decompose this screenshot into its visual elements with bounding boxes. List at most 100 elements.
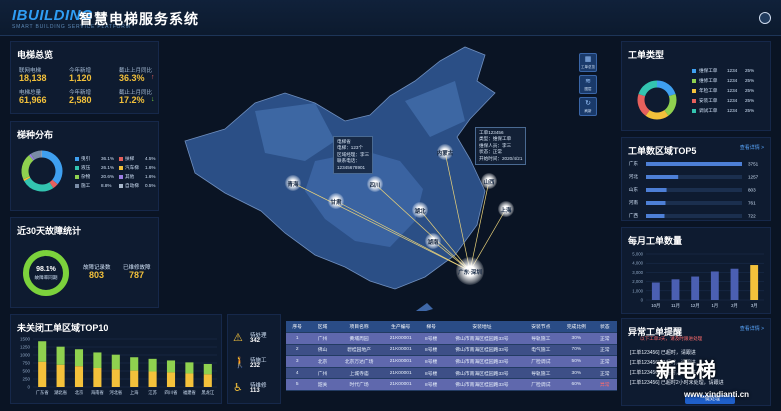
category-label: 广东	[629, 160, 639, 167]
map-marker-dot[interactable]	[328, 193, 344, 209]
tooltip-line: 开始时间：2020/4/21	[479, 155, 523, 161]
table-header-cell: 梯号	[420, 321, 443, 334]
pending-counts-panel: ⚠ 待处理 342 🚶 待施工 232 ♿ 待维修 113	[227, 314, 281, 404]
abnormal-more-link[interactable]: 查看详情 >	[739, 326, 764, 332]
bar	[56, 364, 65, 387]
x-tick-label: 广东省	[36, 389, 50, 396]
bar	[646, 201, 666, 205]
y-tick-label: 750	[22, 361, 30, 366]
category-label: 河北	[629, 173, 639, 180]
x-tick-label: 江苏	[148, 389, 157, 396]
map-marker-dot[interactable]	[285, 175, 301, 191]
bar-track	[646, 175, 742, 179]
x-tick-label: 海南省	[91, 389, 105, 396]
legend-name: 杂物	[81, 174, 91, 179]
user-avatar-icon[interactable]	[759, 12, 771, 24]
wheelchair-icon: ♿	[233, 382, 243, 394]
panel-title: 梯种分布	[17, 130, 54, 140]
bar	[646, 188, 667, 192]
map-marker-dot[interactable]	[412, 202, 428, 218]
panel-title: 电梯总览	[17, 50, 54, 60]
panel-title: 未关闭工单区域TOP10	[17, 323, 109, 333]
overview-icon: ▦	[584, 56, 592, 63]
region-top5-more-link[interactable]: 查看详情 >	[739, 145, 764, 151]
table-cell: 导轨施工	[521, 367, 561, 380]
table-cell: 8号楼	[420, 344, 443, 357]
legend-swatch	[119, 184, 123, 188]
legend-pct: 25%	[745, 68, 755, 73]
map-marker-dot[interactable]	[498, 201, 514, 217]
tooltip-line: 状态：正常	[479, 149, 502, 155]
table-header-cell: 区域	[308, 321, 337, 334]
fault-rate-value: 98.1%	[36, 266, 56, 273]
x-tick-label: 福建省	[183, 389, 197, 396]
legend-swatch	[119, 175, 123, 179]
one-click-handle-button[interactable]: 一键处理	[685, 395, 735, 404]
refresh-icon: ↻	[585, 100, 591, 107]
map-marker-dot[interactable]	[481, 173, 497, 189]
table-header-cell: 安装节点	[521, 321, 561, 334]
overview-icon-button[interactable]: ▦ 工单总览	[579, 53, 597, 72]
overview-value: 61,966	[19, 95, 47, 105]
map-connection-lines	[292, 151, 507, 272]
y-tick-label: 1250	[20, 345, 31, 350]
overview-value: 18,138	[19, 73, 47, 83]
legend-value: 1234	[727, 78, 738, 83]
map-tool-label: 刷新	[584, 109, 592, 113]
map-marker-dot[interactable]	[437, 144, 453, 160]
bar-top	[56, 346, 65, 365]
map-marker-dot[interactable]	[367, 176, 383, 192]
bar-top	[166, 360, 176, 373]
y-tick-label: 250	[22, 377, 30, 382]
table-row[interactable]: 3 北京 北京万达广场 21K00001 8号楼 佛山市南海区桂园路33号 厂检调试 50% 正…	[286, 355, 617, 368]
bar-track	[646, 188, 742, 192]
bar-top	[185, 362, 194, 374]
legend-swatch	[692, 99, 696, 103]
table-row[interactable]: 5 韶关 时代广场 21K00001 8号楼 佛山市南海区桂园路33号 厂检调试 60% 异常	[286, 378, 617, 392]
abnormal-item[interactable]: [工单123456] 已超时，请跟进	[630, 350, 696, 356]
table-cell: 广州	[308, 367, 337, 380]
map-city-label: 上海	[500, 208, 512, 214]
map-marker-dot[interactable]	[425, 233, 441, 249]
legend-pct: 1.6%	[145, 165, 156, 170]
legend-name: 汽车梯	[125, 165, 139, 170]
map-city-label: 广东·深圳	[458, 270, 482, 276]
pending-label: 待处理	[250, 333, 267, 339]
tooltip-line: 工单123456	[479, 130, 504, 135]
refresh-icon-button[interactable]: ↻ 刷新	[579, 97, 597, 116]
map-marker-dot[interactable]	[456, 257, 484, 285]
legend-swatch	[692, 109, 696, 113]
fault-ring	[23, 250, 69, 296]
abnormal-item[interactable]: [工单123456] 已超时，请跟进	[630, 360, 696, 366]
legend-swatch	[119, 157, 123, 161]
logo-subtitle: SMART BUILDING SERVICE PLATFORM	[12, 24, 131, 30]
legend-swatch	[692, 69, 696, 73]
table-row[interactable]: 1 广州 黄埔周园 21K00001 8号楼 佛山市南海区桂园路33号 导轨施工 30% 正常	[286, 332, 617, 345]
y-tick-label: 1000	[20, 353, 31, 358]
donut-segment	[30, 150, 42, 160]
table-cell: 30%	[560, 332, 593, 345]
abnormal-item[interactable]: [工单123456] 已超时，请跟进	[630, 370, 696, 376]
y-tick-label: 1500	[20, 337, 31, 342]
donut-segment	[24, 177, 54, 192]
legend-name: 年检工单	[699, 88, 718, 93]
x-tick-label: 2月	[731, 303, 738, 309]
pending-value: 342	[250, 338, 261, 344]
donut-segment	[21, 155, 34, 180]
table-cell: 2	[286, 344, 309, 357]
table-cell: 碧桂园地产	[336, 344, 382, 357]
table-row[interactable]: 4 广州 上城寺庙 21K00001 8号楼 佛山市南海区桂园路33号 导轨施工 30% 正常	[286, 367, 617, 380]
overview-value: 2,580	[69, 95, 92, 105]
bar	[185, 373, 194, 387]
abnormal-item[interactable]: [工单123456] 已超时2小时未处理，请跟进	[630, 380, 724, 386]
bar	[651, 282, 660, 300]
table-row[interactable]: 2 佛山 碧桂园地产 21K00001 8号楼 佛山市南海区桂园路33号 电气施工 70% 正常	[286, 344, 617, 357]
legend-name: 扶梯	[125, 156, 135, 161]
legend-name: 调试工单	[699, 108, 718, 113]
layers-icon-button[interactable]: ≋ 图层	[579, 75, 597, 94]
monthly-chart: 0 1,000 2,000 3,000 4,000 5,000 10月 11月 12月 1月 2月 3…	[632, 252, 764, 309]
panel-title: 近30天故障统计	[17, 226, 82, 236]
bar-value-label: 761	[748, 201, 756, 206]
bar	[130, 370, 139, 387]
x-tick-label: 四川省	[165, 389, 179, 396]
